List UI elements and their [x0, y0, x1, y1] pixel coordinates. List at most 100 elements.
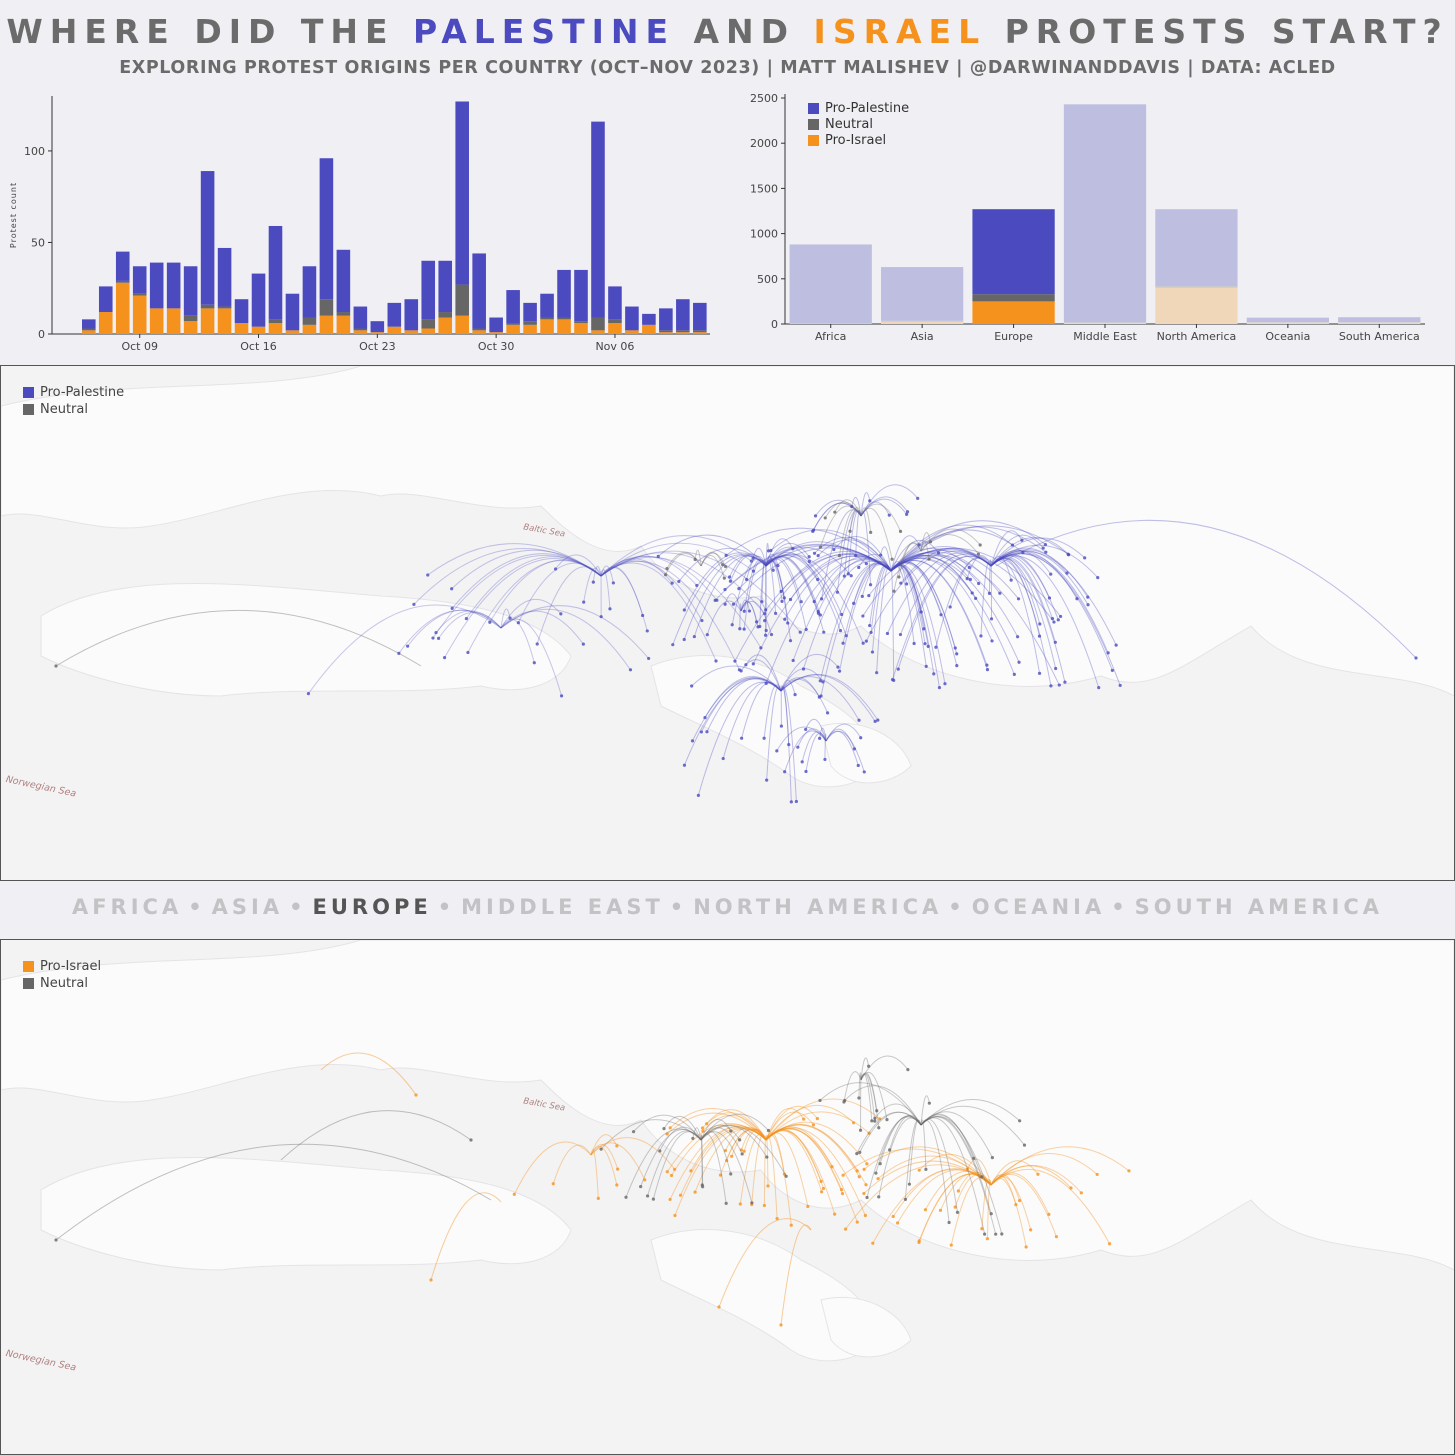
protest-point [783, 770, 787, 774]
protest-arc [657, 534, 767, 567]
protest-point [899, 581, 903, 585]
protest-arc [920, 1116, 997, 1235]
protest-arc [55, 1143, 492, 1241]
land-layer [1, 366, 1454, 788]
protest-arc [724, 543, 892, 590]
bar-segment [608, 323, 622, 334]
protest-arc [625, 1128, 702, 1198]
bar-segment [1246, 317, 1329, 323]
region-nav-item[interactable]: NORTH AMERICA [693, 895, 943, 919]
protest-arc [844, 1085, 922, 1126]
protest-arc [720, 1129, 767, 1176]
region-nav-item[interactable]: ASIA [211, 895, 284, 919]
bar-segment [82, 328, 96, 331]
map-pro-israel[interactable]: Baltic Sea Norwegian Sea Pro-Israel Neut… [0, 939, 1455, 1455]
protest-arc [513, 1141, 592, 1195]
protest-point [786, 621, 790, 625]
map-arcs-pro-palestine [1, 366, 1454, 804]
protest-arc [780, 687, 792, 802]
protest-arc [740, 1128, 767, 1151]
region-nav-item[interactable]: OCEANIA [971, 895, 1106, 919]
y-tick-label: 1000 [750, 228, 778, 241]
protest-arc [858, 1072, 862, 1099]
protest-arc [954, 1174, 992, 1208]
protest-arc [743, 560, 767, 630]
protest-point [917, 1240, 921, 1245]
protest-arc [633, 1114, 702, 1141]
protest-point [724, 1201, 728, 1205]
protest-point [740, 736, 744, 740]
protest-point [857, 718, 861, 722]
bar-segment [881, 321, 964, 324]
protest-point [823, 757, 827, 762]
protest-arc [817, 558, 892, 612]
protest-point [699, 730, 703, 734]
protest-point [742, 627, 746, 631]
region-nav-item[interactable]: MIDDLE EAST [461, 895, 664, 919]
protest-point [1012, 672, 1016, 676]
protest-arc [990, 550, 1089, 605]
protest-point [665, 1170, 669, 1174]
protest-arc [683, 678, 782, 766]
protest-arc [870, 564, 892, 633]
protest-arc [920, 1105, 1025, 1146]
protest-point [857, 1096, 861, 1100]
legend-swatch [23, 961, 34, 972]
x-tick-label: Oct 16 [240, 340, 277, 353]
protest-arc [500, 610, 584, 645]
protest-point [727, 575, 732, 579]
protest-point [816, 577, 820, 582]
bar-segment [1063, 104, 1147, 323]
protest-arc [590, 1137, 676, 1170]
protest-point [862, 1167, 866, 1171]
protest-point [968, 577, 972, 582]
protest-point [983, 1232, 987, 1236]
protest-point [744, 663, 748, 667]
protest-point [782, 1172, 787, 1176]
protest-point [665, 1132, 669, 1136]
protest-arc [990, 552, 1109, 654]
protest-arc [731, 1128, 767, 1157]
x-tick-label: Asia [911, 330, 934, 343]
protest-arc [920, 1115, 1003, 1235]
protest-point [616, 1167, 620, 1171]
protest-point [1038, 622, 1042, 626]
protest-point [1063, 680, 1067, 684]
protest-arc [700, 555, 725, 579]
bar-segment [506, 290, 520, 324]
protest-arc [700, 1131, 753, 1203]
nav-separator: • [669, 895, 688, 919]
bar-segment [1155, 286, 1238, 288]
protest-arc [890, 565, 927, 667]
protest-arc [860, 1072, 878, 1111]
protest-arc [765, 1124, 867, 1185]
bar-segment [472, 328, 486, 331]
protest-arc [990, 1165, 1072, 1189]
protest-point [668, 1126, 672, 1130]
protest-point [864, 1183, 868, 1187]
protest-point [791, 547, 795, 551]
protest-arc [765, 1129, 823, 1192]
region-nav-item[interactable]: SOUTH AMERICA [1134, 895, 1384, 919]
protest-arc [890, 562, 922, 613]
bar-segment [302, 324, 317, 334]
legend-item-neutral: Neutral [23, 975, 101, 992]
region-nav-item[interactable]: AFRICA [71, 895, 183, 919]
protest-point [682, 763, 687, 767]
map-pro-palestine[interactable]: Baltic Sea Norwegian Sea Pro-Palestine N… [0, 365, 1455, 881]
region-nav-item[interactable]: EUROPE [312, 895, 432, 919]
protest-point [747, 609, 752, 613]
protest-point [663, 573, 668, 577]
title-part2: AND [675, 12, 814, 51]
protest-point [429, 1278, 433, 1282]
protest-arc [860, 498, 908, 517]
protest-point [1118, 683, 1122, 688]
bar-segment [166, 308, 181, 334]
bar-segment [881, 320, 964, 322]
protest-arc [765, 558, 892, 684]
protest-point [1018, 1119, 1022, 1123]
protest-point [693, 1190, 697, 1194]
protest-arc [320, 1052, 417, 1096]
protest-point [738, 1202, 742, 1206]
protest-arc [925, 1170, 992, 1211]
